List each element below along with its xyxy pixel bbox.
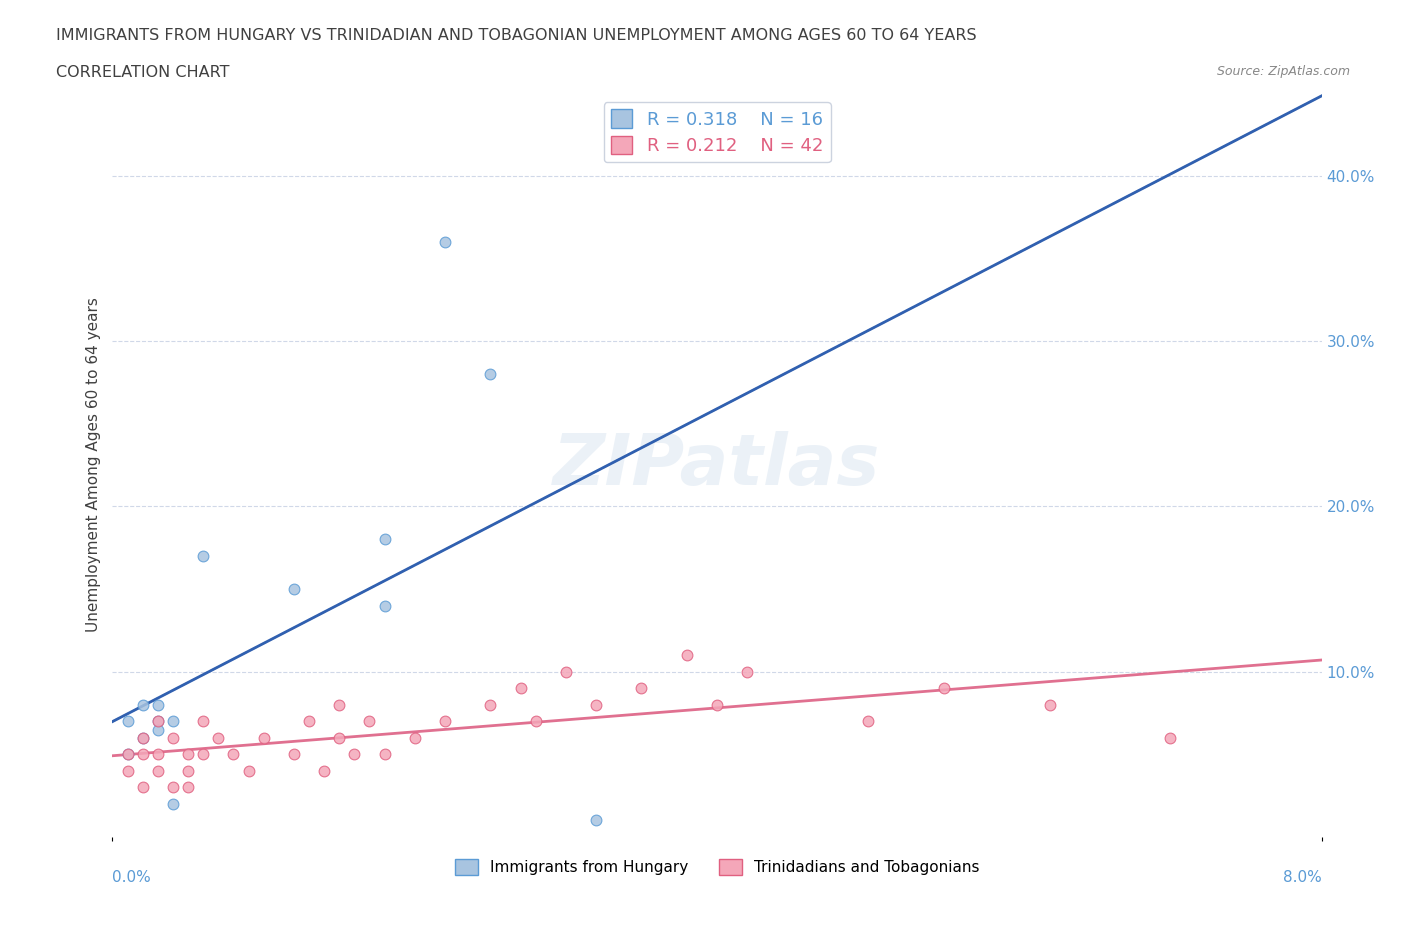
Point	[312, 764, 335, 778]
Point	[328, 698, 350, 712]
Point	[117, 747, 139, 762]
Point	[373, 747, 396, 762]
Point	[117, 764, 139, 778]
Point	[162, 780, 184, 795]
Point	[177, 764, 200, 778]
Point	[359, 714, 381, 729]
Point	[162, 714, 184, 729]
Text: ZIPatlas: ZIPatlas	[554, 431, 880, 499]
Point	[146, 698, 169, 712]
Point	[373, 598, 396, 613]
Point	[222, 747, 245, 762]
Text: 0.0%: 0.0%	[112, 870, 152, 885]
Point	[146, 714, 169, 729]
Point	[856, 714, 880, 729]
Point	[554, 664, 576, 679]
Point	[132, 730, 155, 745]
Point	[146, 722, 169, 737]
Point	[283, 581, 305, 596]
Point	[146, 764, 169, 778]
Point	[177, 780, 200, 795]
Point	[433, 234, 456, 249]
Point	[404, 730, 426, 745]
Point	[675, 647, 697, 662]
Point	[283, 747, 305, 762]
Text: Source: ZipAtlas.com: Source: ZipAtlas.com	[1216, 65, 1350, 78]
Point	[932, 681, 955, 696]
Point	[132, 730, 155, 745]
Point	[207, 730, 229, 745]
Point	[479, 366, 502, 381]
Point	[132, 698, 155, 712]
Point	[146, 747, 169, 762]
Legend: R = 0.318    N = 16, R = 0.212    N = 42: R = 0.318 N = 16, R = 0.212 N = 42	[603, 102, 831, 163]
Point	[238, 764, 260, 778]
Point	[191, 714, 215, 729]
Point	[132, 747, 155, 762]
Point	[433, 714, 456, 729]
Point	[509, 681, 531, 696]
Text: CORRELATION CHART: CORRELATION CHART	[56, 65, 229, 80]
Point	[630, 681, 652, 696]
Point	[253, 730, 276, 745]
Text: 8.0%: 8.0%	[1282, 870, 1322, 885]
Point	[177, 747, 200, 762]
Point	[706, 698, 728, 712]
Point	[162, 796, 184, 811]
Text: IMMIGRANTS FROM HUNGARY VS TRINIDADIAN AND TOBAGONIAN UNEMPLOYMENT AMONG AGES 60: IMMIGRANTS FROM HUNGARY VS TRINIDADIAN A…	[56, 28, 977, 43]
Point	[343, 747, 366, 762]
Point	[524, 714, 547, 729]
Point	[1159, 730, 1181, 745]
Point	[585, 813, 607, 828]
Point	[298, 714, 321, 729]
Y-axis label: Unemployment Among Ages 60 to 64 years: Unemployment Among Ages 60 to 64 years	[86, 298, 101, 632]
Point	[1038, 698, 1062, 712]
Point	[328, 730, 350, 745]
Point	[737, 664, 759, 679]
Point	[132, 780, 155, 795]
Point	[191, 549, 215, 564]
Point	[479, 698, 502, 712]
Point	[373, 532, 396, 547]
Point	[117, 714, 139, 729]
Point	[191, 747, 215, 762]
Point	[146, 714, 169, 729]
Point	[117, 747, 139, 762]
Point	[162, 730, 184, 745]
Point	[585, 698, 607, 712]
